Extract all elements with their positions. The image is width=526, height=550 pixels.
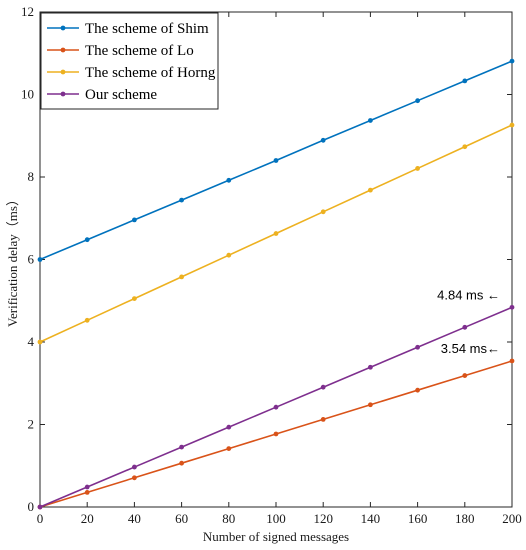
y-tick-label: 4	[28, 334, 35, 349]
data-point	[132, 475, 137, 481]
data-point	[509, 122, 515, 128]
legend-swatch-marker	[60, 25, 66, 31]
legend-entry: The scheme of Shim	[85, 21, 209, 37]
data-point	[179, 197, 185, 203]
data-point	[462, 78, 468, 84]
x-tick-label: 100	[266, 511, 286, 526]
data-point	[226, 424, 232, 430]
x-tick-label: 120	[313, 511, 333, 526]
data-point	[462, 373, 468, 378]
data-point	[320, 384, 326, 390]
data-point	[368, 187, 373, 193]
data-point	[509, 58, 515, 64]
data-point	[273, 404, 279, 410]
data-point	[84, 484, 90, 490]
data-point	[37, 257, 43, 262]
data-point	[415, 344, 420, 350]
legend: The scheme of Shim The scheme of Lo The sc…	[40, 12, 219, 110]
x-tick-label: 20	[81, 511, 94, 526]
data-point	[320, 137, 326, 143]
y-tick-label: 0	[28, 499, 35, 514]
data-point	[462, 144, 468, 150]
x-tick-label: 60	[175, 511, 188, 526]
y-tick-label: 12	[21, 4, 34, 19]
data-point	[132, 217, 137, 223]
data-point	[509, 304, 515, 310]
data-point	[179, 460, 185, 466]
x-tick-label: 200	[502, 511, 522, 526]
data-point	[37, 339, 43, 345]
x-tick-label: 80	[222, 511, 235, 526]
annotation-layer: 4.84 ms ← 3.54 ms←	[437, 287, 500, 356]
axis-ticks: 0 20 40 60 80 100 120 140 160 180 200 0 2 4 6 8 10 12	[21, 4, 522, 526]
data-point	[273, 431, 279, 437]
data-point	[415, 166, 420, 171]
data-point	[320, 209, 326, 215]
data-point	[415, 98, 420, 104]
data-point	[84, 237, 90, 243]
data-point	[226, 177, 232, 183]
y-tick-label: 6	[28, 252, 35, 267]
x-axis-label: Number of signed messages	[203, 529, 349, 544]
legend-swatch-marker	[60, 91, 66, 97]
data-point	[368, 118, 373, 123]
data-point	[179, 274, 185, 280]
annotation-label: 3.54 ms←	[441, 341, 500, 356]
series-layer	[37, 58, 515, 510]
annotation-label: 4.84 ms ←	[437, 287, 500, 302]
x-tick-label: 180	[455, 511, 475, 526]
legend-entry: The scheme of Lo	[85, 43, 194, 59]
data-point	[368, 402, 373, 408]
legend-entry: The scheme of Horng	[85, 65, 216, 81]
data-point	[226, 252, 232, 258]
x-tick-label: 140	[361, 511, 381, 526]
data-point	[273, 231, 279, 236]
data-point	[84, 489, 90, 495]
data-point	[415, 387, 420, 393]
legend-entry: Our scheme	[85, 87, 157, 103]
data-point	[179, 444, 185, 450]
data-point	[320, 416, 326, 422]
data-point	[462, 324, 468, 330]
x-tick-label: 0	[37, 511, 44, 526]
legend-swatch-marker	[60, 69, 66, 75]
legend-swatch-marker	[60, 47, 66, 53]
data-point	[368, 364, 373, 370]
data-point	[132, 464, 137, 470]
data-point	[84, 317, 90, 323]
y-tick-label: 10	[21, 87, 34, 102]
data-point	[132, 296, 137, 302]
legend-box	[40, 12, 219, 110]
data-point	[273, 158, 279, 163]
y-tick-label: 2	[28, 417, 35, 432]
y-axis-label: Verification delay（ms）	[5, 193, 20, 327]
data-point	[37, 504, 43, 510]
data-point	[226, 446, 232, 451]
y-tick-label: 8	[28, 169, 35, 184]
x-tick-label: 40	[128, 511, 141, 526]
data-point	[509, 358, 515, 364]
x-tick-label: 160	[408, 511, 428, 526]
